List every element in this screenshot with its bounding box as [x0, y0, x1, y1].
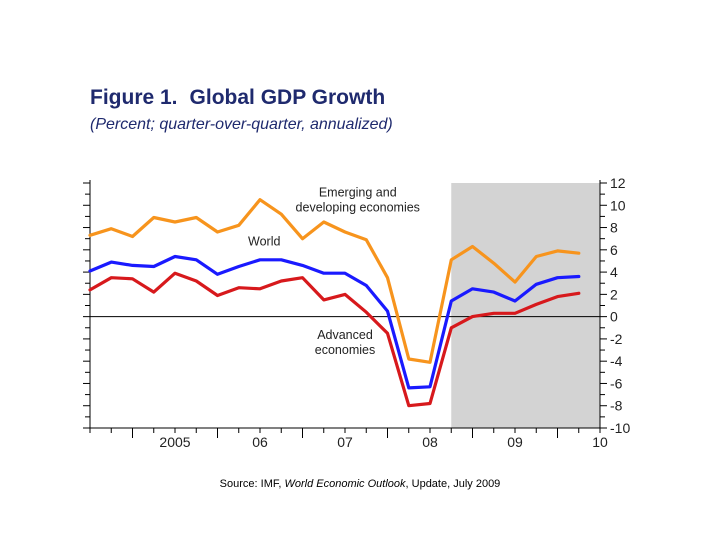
y-tick-label: 2	[610, 286, 618, 302]
x-tick-label: 07	[337, 434, 353, 450]
series-line-advanced-economies	[88, 271, 581, 408]
x-tick-label: 10	[592, 434, 608, 450]
x-tick-label: 08	[422, 434, 438, 450]
y-tick-label: -6	[610, 375, 623, 391]
annotation-line: Emerging and	[319, 185, 397, 199]
annotation-line: developing economies	[296, 200, 420, 214]
annotation-line: economies	[315, 343, 375, 357]
figure-label: Figure 1.	[90, 86, 178, 109]
annotation-line: World	[248, 234, 280, 248]
figure-title: Figure 1. Global GDP Growth	[90, 86, 385, 110]
x-tick-label: 09	[507, 434, 523, 450]
y-tick-label: 6	[610, 242, 618, 258]
x-tick-label: 2005	[159, 434, 190, 450]
annotation-emerging-and-developing-economies: Emerging and developing economies	[296, 185, 420, 214]
shaded-region	[451, 183, 600, 428]
annotation-advanced-economies: Advanced economies	[315, 328, 375, 357]
y-tick-label: 4	[610, 264, 618, 280]
y-tick-label: 0	[610, 309, 618, 325]
y-tick-label: 10	[610, 197, 626, 213]
y-tick-label: 8	[610, 220, 618, 236]
annotation-line: Advanced	[317, 328, 373, 342]
source-publication: World Economic Outlook	[284, 478, 406, 490]
source-note: Source: IMF, World Economic Outlook, Upd…	[0, 478, 720, 490]
y-tick-label: 12	[610, 175, 626, 191]
y-tick-label: -10	[610, 420, 630, 436]
figure-subtitle: (Percent; quarter-over-quarter, annualiz…	[90, 116, 393, 133]
annotation-world: World	[248, 234, 280, 248]
x-tick-label: 06	[252, 434, 268, 450]
source-prefix: Source: IMF,	[219, 478, 285, 490]
y-tick-label: -8	[610, 398, 623, 414]
source-suffix: , Update, July 2009	[405, 478, 501, 490]
series-line-emerging-and-developing-economies	[88, 198, 581, 364]
y-tick-label: -2	[610, 331, 623, 347]
y-tick-label: -4	[610, 353, 623, 369]
series-line-world	[88, 254, 581, 390]
figure-title-text: Global GDP Growth	[189, 86, 386, 109]
